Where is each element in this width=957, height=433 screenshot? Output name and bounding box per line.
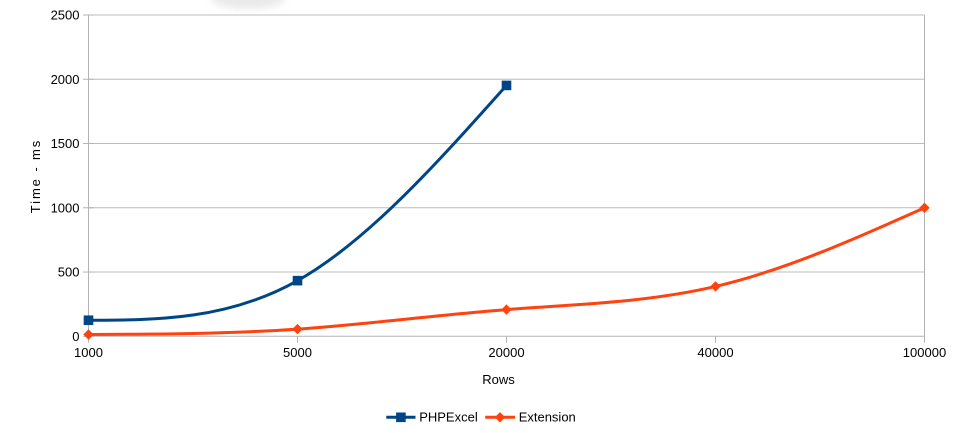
- svg-text:PHPExcel: PHPExcel: [419, 410, 478, 425]
- svg-text:Extension: Extension: [519, 410, 576, 425]
- svg-text:2500: 2500: [51, 8, 80, 23]
- svg-text:500: 500: [58, 265, 80, 280]
- svg-text:1500: 1500: [51, 136, 80, 151]
- svg-text:20000: 20000: [488, 345, 524, 360]
- svg-text:40000: 40000: [697, 345, 733, 360]
- svg-text:Rows: Rows: [482, 372, 515, 387]
- svg-text:0: 0: [72, 329, 79, 344]
- svg-text:Time - ms: Time - ms: [28, 139, 43, 213]
- svg-text:1000: 1000: [74, 345, 103, 360]
- svg-text:1000: 1000: [51, 200, 80, 215]
- svg-text:5000: 5000: [283, 345, 312, 360]
- svg-text:2000: 2000: [51, 72, 80, 87]
- svg-text:100000: 100000: [903, 345, 946, 360]
